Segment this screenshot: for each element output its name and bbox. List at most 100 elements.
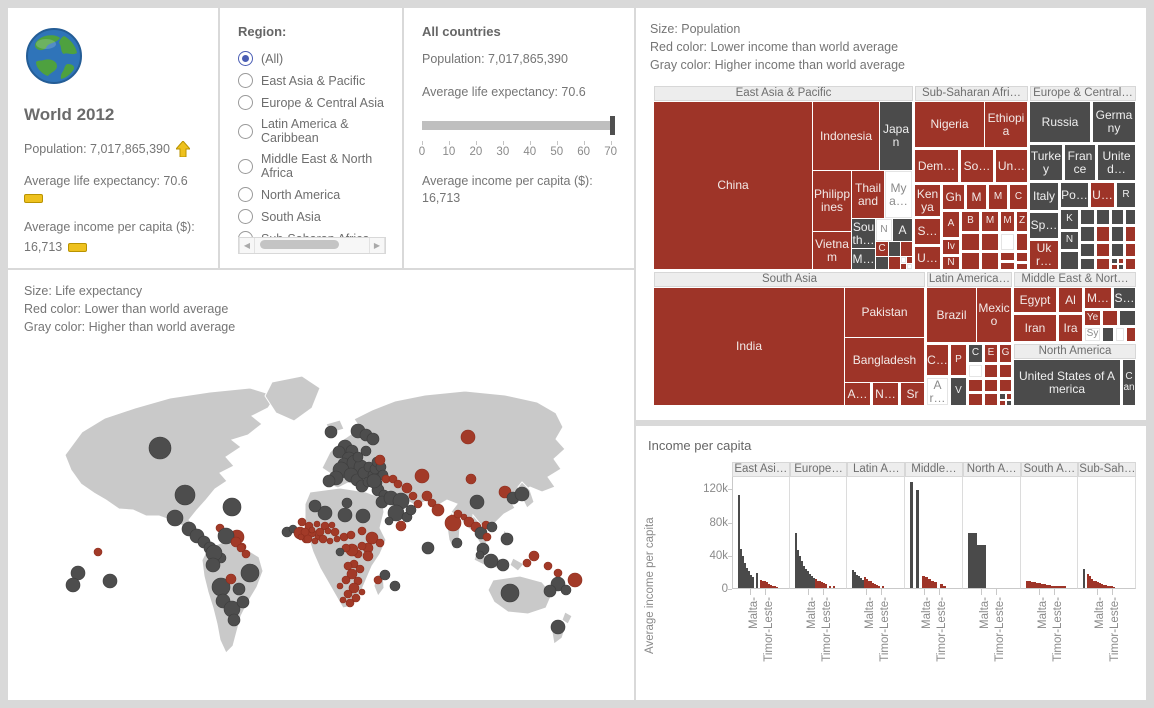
income-bar[interactable] (916, 490, 920, 588)
map-dot[interactable] (297, 533, 305, 541)
map-dot[interactable] (358, 588, 366, 596)
treemap-cell-a[interactable]: A… (845, 383, 870, 405)
income-bar[interactable] (1025, 581, 1031, 588)
income-bar[interactable] (828, 586, 831, 588)
income-bar[interactable] (738, 495, 740, 588)
map-dot[interactable] (355, 564, 365, 574)
map-dot[interactable] (328, 521, 336, 529)
map-dot[interactable] (528, 550, 540, 562)
treemap-cell-mexico[interactable]: Mexico (977, 288, 1011, 342)
map-dot[interactable] (366, 473, 382, 489)
treemap-cell[interactable] (1119, 265, 1123, 269)
treemap-cell-iran[interactable]: Iran (1014, 315, 1056, 341)
treemap-cell[interactable] (1126, 227, 1135, 241)
treemap-cell-po[interactable]: Po… (1061, 183, 1088, 207)
treemap-cell-japan[interactable]: Japan (880, 102, 912, 170)
income-bar[interactable] (860, 578, 863, 588)
income-bar[interactable] (772, 586, 774, 588)
radio-icon[interactable] (238, 51, 253, 66)
radio-icon[interactable] (238, 158, 253, 174)
map-dot[interactable] (318, 534, 328, 544)
treemap-cell[interactable] (1000, 394, 1005, 399)
income-bar[interactable] (820, 582, 823, 588)
income-bar[interactable] (1107, 586, 1110, 588)
income-region-header[interactable]: Middle… (905, 462, 963, 477)
treemap-cell-m[interactable]: M… (1085, 288, 1111, 308)
treemap-cell-r[interactable]: R (1117, 183, 1135, 207)
map-dot[interactable] (336, 582, 344, 590)
map-dot[interactable] (166, 509, 184, 527)
treemap-cell-so[interactable]: So… (961, 150, 993, 182)
map-dot[interactable] (308, 499, 322, 513)
map-dot[interactable] (241, 549, 251, 559)
income-bar[interactable] (808, 574, 811, 588)
map-dot[interactable] (345, 598, 355, 608)
map-dot[interactable] (405, 504, 417, 516)
treemap-cell-russia[interactable]: Russia (1030, 102, 1090, 142)
map-dot[interactable] (550, 619, 566, 635)
map-dot[interactable] (482, 532, 492, 542)
income-bar[interactable] (854, 572, 857, 588)
map-dot[interactable] (567, 572, 583, 588)
income-bar[interactable] (874, 584, 877, 588)
income-bar[interactable] (1105, 585, 1108, 588)
income-bar[interactable] (746, 568, 748, 588)
income-bar[interactable] (1099, 583, 1102, 588)
income-bar[interactable] (832, 586, 835, 588)
map-dot[interactable] (174, 484, 196, 506)
treemap-region-header[interactable]: South Asia (654, 272, 925, 287)
treemap-cell[interactable] (1103, 328, 1113, 341)
income-bar[interactable] (776, 587, 778, 588)
treemap-cell[interactable] (1017, 253, 1027, 261)
income-bar[interactable] (931, 581, 935, 588)
treemap-cell-italy[interactable]: Italy (1030, 183, 1058, 210)
map-dot[interactable] (444, 514, 462, 532)
treemap-cell[interactable] (1126, 210, 1135, 224)
map-dot[interactable] (343, 589, 353, 599)
treemap-region-header[interactable]: Europe & Central… (1030, 86, 1136, 101)
treemap-cell[interactable] (1007, 394, 1011, 399)
income-bar[interactable] (1083, 569, 1086, 588)
treemap-cell[interactable] (1017, 234, 1027, 250)
income-bar[interactable] (824, 584, 827, 588)
treemap-cell[interactable] (1007, 401, 1011, 405)
treemap-cell[interactable] (1001, 234, 1014, 250)
treemap-cell-turkey[interactable]: Turkey (1030, 145, 1062, 180)
treemap-cell-bangladesh[interactable]: Bangladesh (845, 338, 924, 382)
map-dot[interactable] (341, 497, 353, 509)
map-dot[interactable] (230, 536, 242, 548)
map-dot[interactable] (225, 573, 237, 585)
treemap-cell-al[interactable]: Al (1059, 288, 1082, 312)
income-bar[interactable] (1091, 579, 1094, 588)
treemap-cell[interactable] (962, 253, 979, 269)
income-region-header[interactable]: North A… (962, 462, 1021, 477)
income-bar[interactable] (928, 579, 932, 588)
income-bar[interactable] (882, 586, 885, 588)
treemap-cell-un[interactable]: Un… (996, 150, 1027, 182)
map-dot[interactable] (421, 541, 435, 555)
scroll-left-button[interactable]: ◀ (239, 238, 255, 253)
treemap-cell[interactable] (982, 234, 998, 250)
treemap-cell-india[interactable]: India (654, 288, 844, 405)
map-dot[interactable] (227, 613, 241, 627)
map-dot[interactable] (351, 593, 361, 603)
radio-icon[interactable] (238, 123, 253, 139)
treemap-cell-u[interactable]: U… (1091, 183, 1114, 207)
income-bar[interactable] (756, 573, 758, 588)
map-dot[interactable] (500, 532, 514, 546)
treemap-cell-united[interactable]: United… (1098, 145, 1135, 180)
income-bar[interactable] (760, 580, 762, 588)
map-dot[interactable] (205, 557, 221, 573)
income-bar[interactable] (774, 586, 776, 588)
income-bar[interactable] (748, 571, 750, 588)
treemap-cell-sr[interactable]: Sr (901, 383, 924, 405)
income-region-header[interactable]: Europe… (789, 462, 848, 477)
treemap-cell-germany[interactable]: Germany (1093, 102, 1135, 142)
income-bar[interactable] (802, 566, 805, 588)
map-dot[interactable] (297, 517, 307, 527)
treemap-cell[interactable] (1127, 328, 1135, 341)
map-dot[interactable] (389, 580, 401, 592)
map-dot[interactable] (352, 451, 364, 463)
map-dot[interactable] (343, 561, 353, 571)
map-dot[interactable] (395, 520, 407, 532)
